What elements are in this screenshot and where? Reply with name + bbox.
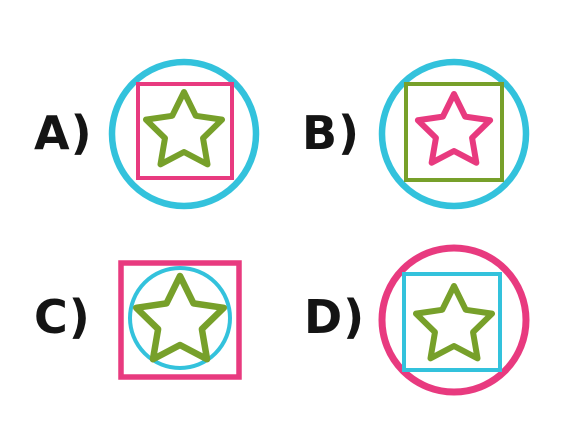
option-c-label: C) xyxy=(34,290,91,344)
option-b-label: B) xyxy=(302,106,361,160)
option-d-inner-square xyxy=(402,272,502,372)
option-a-outer-circle xyxy=(108,58,260,210)
option-a-inner-square xyxy=(136,82,234,180)
option-d-figure xyxy=(378,244,530,396)
option-a[interactable]: A) xyxy=(28,54,268,214)
option-b-inner-square xyxy=(404,82,504,182)
option-c-outer-square xyxy=(118,260,242,380)
option-c-figure xyxy=(118,260,242,380)
option-c-star xyxy=(133,272,227,363)
option-a-figure xyxy=(108,58,260,210)
option-d[interactable]: D) xyxy=(300,234,540,396)
option-a-star xyxy=(142,89,226,168)
option-a-label: A) xyxy=(34,106,93,160)
option-b-star xyxy=(414,91,494,166)
option-c[interactable]: C) xyxy=(30,234,270,394)
option-d-star xyxy=(412,283,496,362)
option-b[interactable]: B) xyxy=(298,54,538,214)
option-d-label: D) xyxy=(304,290,366,344)
option-b-figure xyxy=(378,58,530,210)
option-d-outer-circle xyxy=(378,244,530,396)
option-b-outer-circle xyxy=(378,58,530,210)
option-c-inner-circle xyxy=(128,266,232,370)
